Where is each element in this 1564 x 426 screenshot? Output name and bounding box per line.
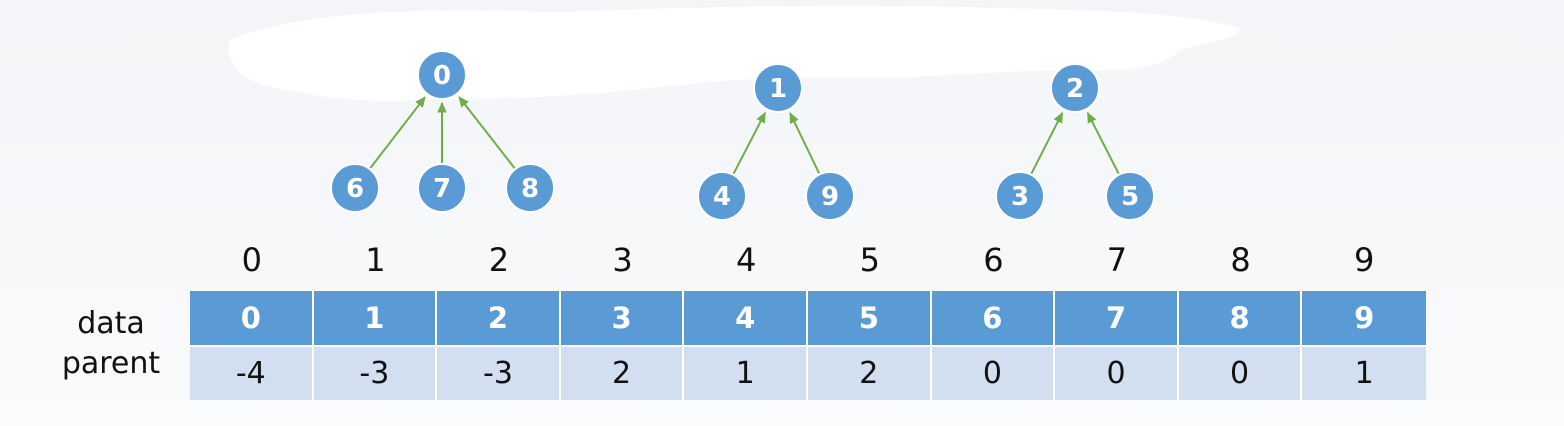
parent-cell-5: 2 bbox=[808, 347, 932, 400]
parent-cell-4: 1 bbox=[684, 347, 808, 400]
parent-cell-7: 0 bbox=[1055, 347, 1179, 400]
tree-node-label: 8 bbox=[521, 174, 539, 204]
tree-node-7: 7 bbox=[417, 163, 467, 213]
tree-node-8: 8 bbox=[505, 163, 555, 213]
data-cell-7: 7 bbox=[1055, 291, 1179, 345]
data-cell-5: 5 bbox=[808, 291, 932, 345]
tree-node-label: 9 bbox=[821, 182, 839, 212]
index-label-6: 6 bbox=[983, 241, 1004, 279]
data-cell-6: 6 bbox=[931, 291, 1056, 345]
parent-cell-2: -3 bbox=[437, 347, 561, 400]
tree-node-label: 1 bbox=[769, 74, 787, 104]
index-label-8: 8 bbox=[1230, 241, 1251, 279]
array-table: 0 1 2 3 4 5 6 7 8 9 -4 -3 -3 2 1 2 0 0 0 1 bbox=[190, 291, 1426, 400]
data-cell-2: 2 bbox=[437, 291, 561, 345]
data-cell-3: 3 bbox=[560, 291, 685, 345]
data-cell-0: 0 bbox=[190, 291, 314, 345]
tree-node-label: 6 bbox=[346, 174, 364, 204]
index-label-3: 3 bbox=[612, 241, 633, 279]
parent-cell-6: 0 bbox=[931, 347, 1056, 400]
parent-cell-8: 0 bbox=[1178, 347, 1303, 400]
tree-node-label: 5 bbox=[1121, 182, 1139, 212]
parent-row-label: parent bbox=[61, 346, 161, 381]
tree-node-6: 6 bbox=[330, 163, 380, 213]
data-cell-4: 4 bbox=[684, 291, 808, 345]
redaction-smudge bbox=[228, 5, 1241, 101]
parent-cell-9: 1 bbox=[1302, 347, 1426, 400]
tree-node-3: 3 bbox=[995, 171, 1045, 221]
edge-4-to-1 bbox=[732, 111, 766, 175]
tree-node-2: 2 bbox=[1050, 63, 1100, 113]
tree-node-label: 2 bbox=[1066, 74, 1084, 104]
edge-5-to-2 bbox=[1086, 111, 1120, 175]
index-label-0: 0 bbox=[241, 241, 262, 279]
tree-node-4: 4 bbox=[697, 171, 747, 221]
index-label-5: 5 bbox=[859, 241, 880, 279]
edge-3-to-2 bbox=[1030, 111, 1064, 175]
tree-node-label: 4 bbox=[713, 182, 731, 212]
index-label-9: 9 bbox=[1354, 241, 1375, 279]
tree-node-0: 0 bbox=[417, 50, 467, 100]
index-label-2: 2 bbox=[488, 241, 510, 279]
tree-node-label: 3 bbox=[1011, 182, 1029, 212]
tree-node-1: 1 bbox=[753, 63, 803, 113]
index-label-1: 1 bbox=[365, 241, 386, 279]
forest-trees: 0 6 7 8 1 4 9 2 3 5 bbox=[330, 50, 1155, 221]
data-cell-1: 1 bbox=[313, 291, 438, 345]
edge-9-to-1 bbox=[789, 112, 821, 174]
tree-node-5: 5 bbox=[1105, 171, 1155, 221]
tree-node-9: 9 bbox=[805, 171, 855, 221]
index-label-4: 4 bbox=[736, 241, 757, 279]
parent-cell-3: 2 bbox=[560, 347, 685, 400]
tree-node-label: 7 bbox=[433, 174, 451, 204]
parent-cell-0: -4 bbox=[190, 347, 314, 400]
data-row-label: data bbox=[77, 306, 145, 341]
tree-node-label: 0 bbox=[433, 61, 451, 91]
parent-cell-1: -3 bbox=[313, 347, 438, 400]
index-label-7: 7 bbox=[1106, 241, 1128, 279]
data-cell-8: 8 bbox=[1178, 291, 1303, 345]
edge-8-to-0 bbox=[458, 96, 516, 169]
edge-6-to-0 bbox=[369, 96, 426, 169]
data-cell-9: 9 bbox=[1302, 291, 1426, 345]
